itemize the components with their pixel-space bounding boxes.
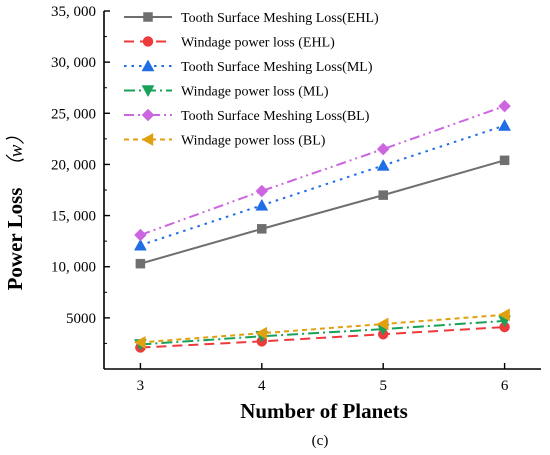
series-2 [135, 321, 510, 353]
legend-marker [141, 108, 155, 122]
legend-label: Windage power loss (BL) [181, 134, 326, 149]
y-axis-title-main: Power Loss [3, 188, 27, 291]
series-3 [133, 119, 512, 251]
y-tick-label: 20, 000 [51, 157, 96, 173]
x-tick-label: 6 [501, 378, 509, 394]
legend-item-3: Tooth Surface Meshing Loss(ML) [124, 59, 373, 75]
data-point [376, 158, 390, 171]
figure-caption: (c) [312, 433, 329, 449]
legend-marker [143, 12, 153, 22]
series-line [140, 159, 505, 265]
series-6 [133, 308, 510, 349]
data-point [498, 308, 510, 322]
data-point [255, 198, 269, 211]
data-point [376, 317, 389, 331]
legend-label: Tooth Surface Meshing Loss(BL) [181, 109, 370, 124]
legend-marker [141, 85, 155, 98]
series-line [140, 326, 505, 349]
data-point [133, 238, 147, 251]
x-tick-label: 5 [379, 378, 387, 394]
series-1 [135, 155, 510, 269]
y-tick-label: 15, 000 [51, 209, 96, 225]
y-axis-title-unit: （w） [5, 126, 27, 177]
data-point [135, 258, 146, 269]
legend-item-6: Windage power loss (BL) [124, 133, 326, 149]
data-point [378, 190, 388, 200]
x-tick-label: 3 [137, 378, 145, 394]
x-tick-label: 4 [258, 378, 266, 394]
series-line [140, 319, 505, 346]
legend-item-4: Windage power loss (ML) [124, 85, 329, 100]
y-tick-label: 5000 [66, 311, 96, 327]
legend: Tooth Surface Meshing Loss(EHL) Windage p… [124, 11, 379, 149]
legend-label: Windage power loss (ML) [181, 85, 329, 100]
data-point [255, 184, 269, 198]
y-tick-label: 35, 000 [51, 4, 96, 20]
legend-item-1: Tooth Surface Meshing Loss(EHL) [124, 11, 379, 26]
series-line [140, 105, 505, 236]
legend-marker [141, 59, 155, 72]
series-layer [133, 99, 512, 353]
y-axis-title: Power Loss （w） [3, 126, 27, 291]
legend-label: Windage power loss (EHL) [181, 36, 335, 51]
axes: 5000 10, 000 15, 000 20, 000 25, 000 30, 000 3… [51, 4, 541, 394]
y-tick-label: 30, 000 [51, 55, 96, 71]
data-point [498, 119, 512, 131]
x-axis-title: Number of Planets [240, 399, 408, 423]
y-tick-label: 10, 000 [51, 260, 96, 276]
legend-label: Tooth Surface Meshing Loss(EHL) [181, 11, 379, 26]
data-point [255, 326, 268, 340]
legend-item-2: Windage power loss (EHL) [124, 36, 335, 51]
data-point [133, 335, 146, 349]
y-tick-label: 25, 000 [51, 106, 96, 122]
data-point [376, 142, 390, 156]
legend-label: Tooth Surface Meshing Loss(ML) [181, 60, 373, 75]
legend-marker [141, 133, 154, 146]
data-point [498, 99, 511, 113]
data-point [134, 228, 147, 242]
data-point [257, 224, 267, 234]
data-point [499, 155, 510, 166]
series-5 [134, 99, 511, 242]
series-line [140, 313, 505, 344]
legend-marker [142, 36, 154, 47]
svg-text:Power Loss （w）: Power Loss （w） [3, 126, 27, 291]
legend-item-5: Tooth Surface Meshing Loss(BL) [124, 108, 370, 124]
